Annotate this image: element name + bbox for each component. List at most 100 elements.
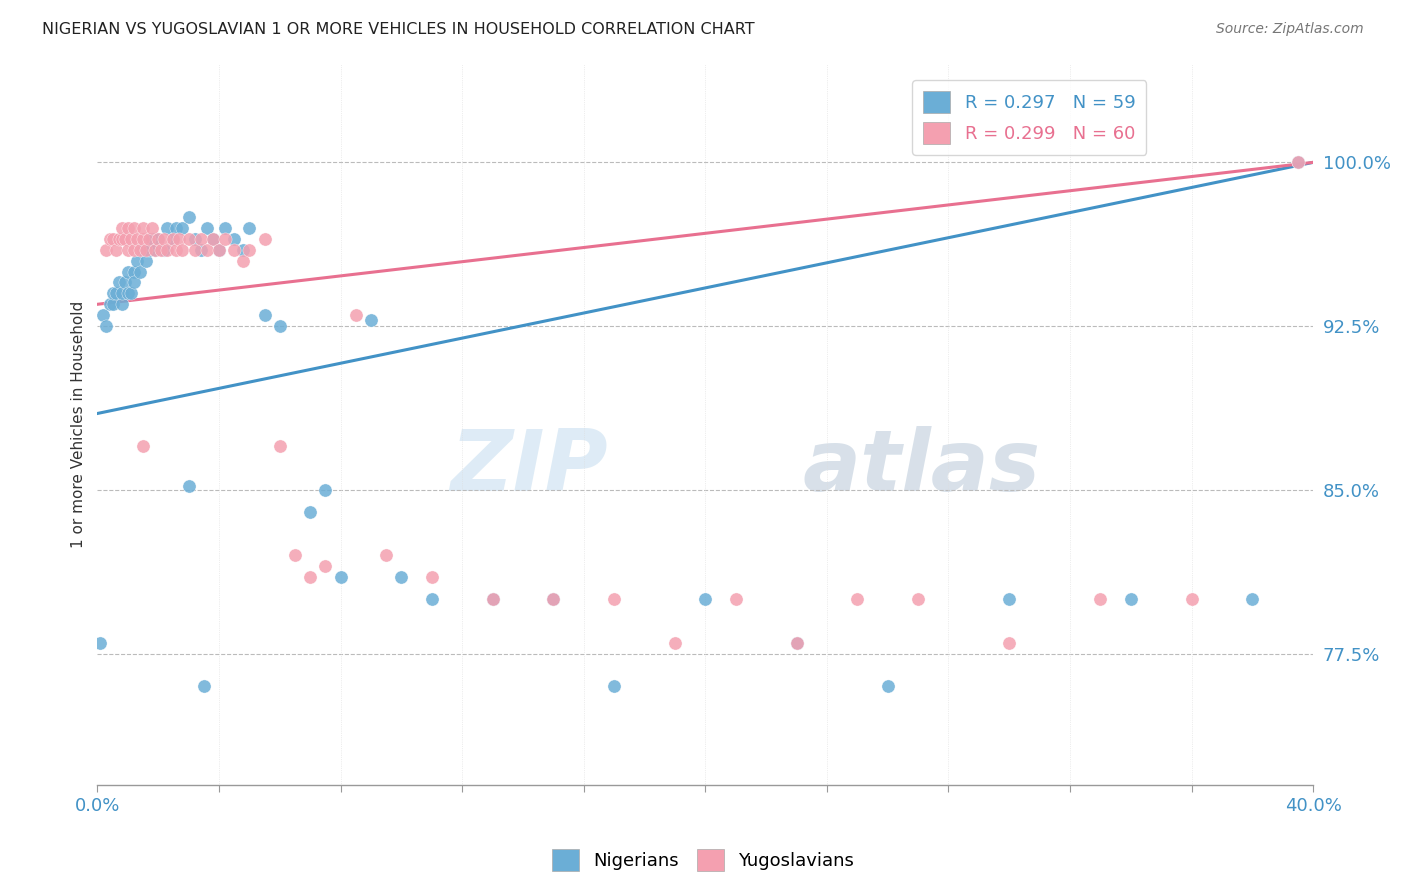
Point — [208, 243, 231, 257]
Point — [122, 276, 145, 290]
Point — [998, 592, 1021, 607]
Point — [724, 592, 747, 607]
Point — [120, 286, 142, 301]
Point — [125, 232, 148, 246]
Point — [190, 232, 212, 246]
Point — [208, 243, 231, 257]
Point — [122, 243, 145, 257]
Point — [1286, 155, 1309, 169]
Point — [132, 220, 155, 235]
Point — [177, 232, 200, 246]
Point — [183, 243, 205, 257]
Point — [143, 243, 166, 257]
Point — [120, 232, 142, 246]
Point — [695, 592, 717, 607]
Point — [169, 232, 191, 246]
Point — [111, 297, 134, 311]
Point — [214, 220, 236, 235]
Point — [135, 243, 157, 257]
Point — [232, 253, 254, 268]
Point — [1090, 592, 1112, 607]
Point — [177, 210, 200, 224]
Point — [153, 243, 176, 257]
Text: atlas: atlas — [803, 426, 1040, 509]
Point — [664, 636, 686, 650]
Point — [132, 243, 155, 257]
Point — [165, 220, 187, 235]
Point — [543, 592, 565, 607]
Point — [253, 308, 276, 322]
Point — [141, 220, 163, 235]
Point — [165, 243, 187, 257]
Point — [195, 243, 218, 257]
Point — [481, 592, 503, 607]
Y-axis label: 1 or more Vehicles in Household: 1 or more Vehicles in Household — [72, 301, 86, 548]
Point — [146, 232, 169, 246]
Point — [132, 232, 155, 246]
Point — [389, 570, 412, 584]
Point — [107, 232, 129, 246]
Point — [201, 232, 224, 246]
Point — [201, 232, 224, 246]
Point — [481, 592, 503, 607]
Point — [98, 297, 121, 311]
Point — [1286, 155, 1309, 169]
Point — [111, 232, 134, 246]
Point — [125, 253, 148, 268]
Point — [846, 592, 869, 607]
Point — [122, 264, 145, 278]
Point — [299, 570, 322, 584]
Point — [876, 680, 898, 694]
Point — [156, 243, 179, 257]
Point — [93, 308, 115, 322]
Point — [143, 243, 166, 257]
Point — [193, 680, 215, 694]
Point — [122, 220, 145, 235]
Point — [138, 232, 160, 246]
Point — [344, 308, 367, 322]
Point — [129, 243, 152, 257]
Point — [284, 549, 307, 563]
Point — [269, 439, 291, 453]
Point — [224, 243, 246, 257]
Point — [141, 232, 163, 246]
Point — [104, 243, 127, 257]
Point — [156, 220, 179, 235]
Point — [238, 243, 260, 257]
Point — [138, 243, 160, 257]
Point — [269, 319, 291, 334]
Point — [183, 232, 205, 246]
Point — [162, 232, 184, 246]
Point — [117, 243, 139, 257]
Point — [96, 319, 118, 334]
Point — [375, 549, 398, 563]
Point — [101, 286, 124, 301]
Legend: Nigerians, Yugoslavians: Nigerians, Yugoslavians — [544, 842, 862, 879]
Point — [172, 220, 194, 235]
Point — [786, 636, 808, 650]
Text: NIGERIAN VS YUGOSLAVIAN 1 OR MORE VEHICLES IN HOUSEHOLD CORRELATION CHART: NIGERIAN VS YUGOSLAVIAN 1 OR MORE VEHICL… — [42, 22, 755, 37]
Point — [603, 680, 626, 694]
Point — [420, 570, 443, 584]
Point — [224, 232, 246, 246]
Point — [96, 243, 118, 257]
Text: ZIP: ZIP — [450, 426, 607, 509]
Point — [998, 636, 1021, 650]
Point — [104, 286, 127, 301]
Point — [253, 232, 276, 246]
Point — [172, 243, 194, 257]
Point — [114, 276, 136, 290]
Point — [329, 570, 352, 584]
Point — [190, 243, 212, 257]
Point — [360, 312, 382, 326]
Point — [98, 232, 121, 246]
Point — [314, 559, 336, 574]
Text: Source: ZipAtlas.com: Source: ZipAtlas.com — [1216, 22, 1364, 37]
Point — [195, 220, 218, 235]
Point — [1181, 592, 1204, 607]
Point — [1241, 592, 1264, 607]
Point — [786, 636, 808, 650]
Point — [420, 592, 443, 607]
Point — [107, 276, 129, 290]
Point — [543, 592, 565, 607]
